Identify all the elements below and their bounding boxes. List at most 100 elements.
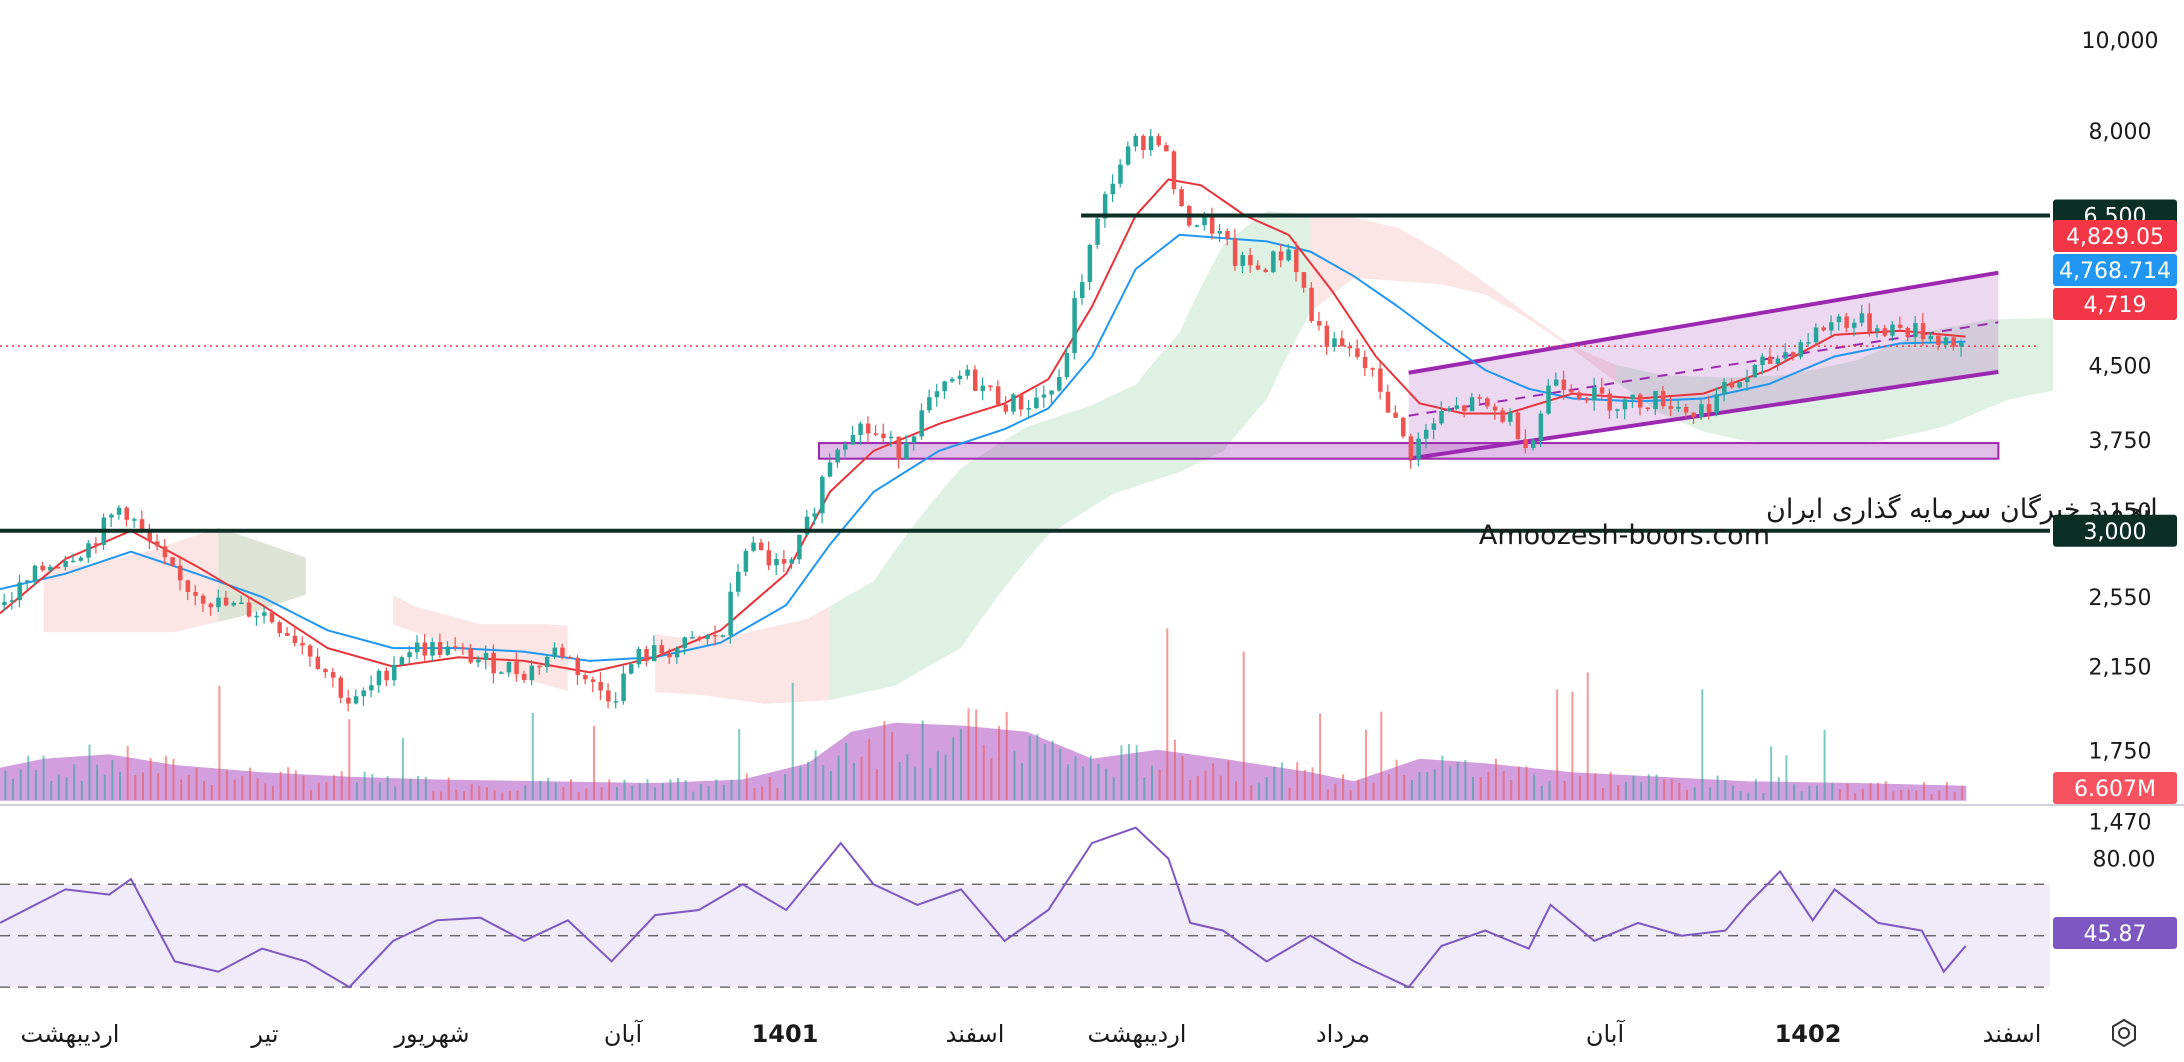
volume-bar xyxy=(1739,791,1742,800)
volume-bar xyxy=(1372,783,1375,800)
price-axis[interactable]: 10,0008,0004,5003,7503,1502,5502,1501,75… xyxy=(2082,29,2159,836)
volume-bar xyxy=(684,780,687,800)
volume-bar xyxy=(829,771,832,800)
candle-body xyxy=(1469,397,1475,412)
candle-body xyxy=(1271,251,1276,273)
time-tick-label: مرداد xyxy=(1316,1020,1370,1048)
candle-body xyxy=(1699,404,1704,418)
volume-bar xyxy=(898,762,901,800)
volume-bar xyxy=(661,783,664,800)
volume-bar xyxy=(1624,781,1627,800)
candle-body xyxy=(781,559,787,564)
price-tick-label: 10,000 xyxy=(2082,29,2159,54)
volume-bar xyxy=(478,786,481,800)
candle-body xyxy=(1546,385,1551,414)
candle-body xyxy=(1034,397,1039,409)
volume-bar xyxy=(1303,769,1306,800)
candle-body xyxy=(1286,249,1291,261)
price-tick-label: 2,150 xyxy=(2089,656,2152,681)
volume-bar xyxy=(990,758,993,800)
volume-bar xyxy=(745,773,748,800)
volume-bar xyxy=(1571,691,1574,800)
volume-bar xyxy=(80,780,83,800)
volume-bar xyxy=(1548,780,1551,800)
time-tick-label: اردیبهشت xyxy=(1088,1020,1187,1048)
candle-body xyxy=(1431,423,1437,430)
candle-body xyxy=(216,597,221,608)
candle-body xyxy=(789,559,795,564)
watermark-line2: Amoozesh-boors.com xyxy=(1479,520,1770,551)
volume-bar xyxy=(1380,711,1383,800)
time-axis[interactable]: اردیبهشت تیر شهریور آبان 1401 اسفند اردیبهشت مر… xyxy=(21,1019,2042,1048)
gear-icon[interactable] xyxy=(2112,1018,2136,1048)
horizontal-levels[interactable] xyxy=(0,213,2050,533)
volume-bar xyxy=(722,784,725,800)
cloud-segment xyxy=(829,427,1027,701)
candle-body xyxy=(1760,356,1765,365)
volume-bar xyxy=(807,761,809,800)
volume-bar xyxy=(1556,689,1559,800)
volume-bar xyxy=(1731,785,1734,800)
volume-bar xyxy=(715,779,718,800)
volume-bar xyxy=(1602,787,1604,800)
volume-bar xyxy=(585,788,588,800)
volume-bar xyxy=(700,783,702,800)
time-tick-label: آبان xyxy=(1586,1019,1626,1048)
candle-body xyxy=(353,696,359,704)
volume-bar xyxy=(1838,788,1841,800)
candle-body xyxy=(544,656,550,667)
volume-bar xyxy=(1640,781,1643,800)
candle-body xyxy=(1714,394,1719,413)
candle-body xyxy=(667,653,672,658)
candle-body xyxy=(1660,390,1666,407)
support-zone[interactable] xyxy=(818,442,2000,460)
candle-body xyxy=(1049,390,1054,395)
volume-bar xyxy=(1900,789,1903,800)
volume-bar xyxy=(1808,786,1811,800)
volume-bar xyxy=(631,785,634,800)
volume-bar xyxy=(1173,739,1176,800)
candle-body xyxy=(1553,379,1559,386)
volume-bar xyxy=(531,713,534,800)
candle-body xyxy=(873,433,879,435)
time-tick-label: اسفند xyxy=(946,1020,1005,1048)
candle-body xyxy=(93,543,99,545)
candle-body xyxy=(468,648,473,663)
candle-body xyxy=(1164,145,1169,152)
channel-fill xyxy=(1408,272,1999,459)
channel-mid-line xyxy=(1408,321,1999,417)
candle-body xyxy=(384,670,389,681)
candle-body xyxy=(1599,387,1605,394)
candle-body xyxy=(1508,412,1513,422)
candle-body xyxy=(758,542,764,551)
candle-body xyxy=(1477,397,1482,399)
moving-averages xyxy=(0,178,2040,674)
volume-bar xyxy=(577,791,580,800)
candle-body xyxy=(1638,394,1643,408)
candle-body xyxy=(491,652,496,674)
candle-body xyxy=(1064,352,1070,377)
candle-body xyxy=(1783,352,1788,359)
candle-body xyxy=(1691,412,1697,418)
volume-bar xyxy=(34,770,37,800)
volume-bar xyxy=(172,758,175,800)
candle-body xyxy=(246,602,252,617)
candle-body xyxy=(1294,249,1299,273)
rsi-line xyxy=(0,826,1967,989)
price-tick-label: 2,550 xyxy=(2089,586,2152,611)
volume-bar xyxy=(73,764,76,800)
candle-body xyxy=(48,566,53,571)
volume-bar xyxy=(424,776,427,800)
candle-body xyxy=(1316,321,1322,326)
volume-bar xyxy=(142,772,144,800)
candle-body xyxy=(1729,381,1735,388)
candle-body xyxy=(980,385,986,391)
candle-body xyxy=(63,560,68,568)
volume-bar xyxy=(470,783,473,800)
candle-body xyxy=(124,507,129,520)
candle-body xyxy=(560,647,565,657)
candle-body xyxy=(1347,346,1353,349)
candle-body xyxy=(32,565,38,581)
